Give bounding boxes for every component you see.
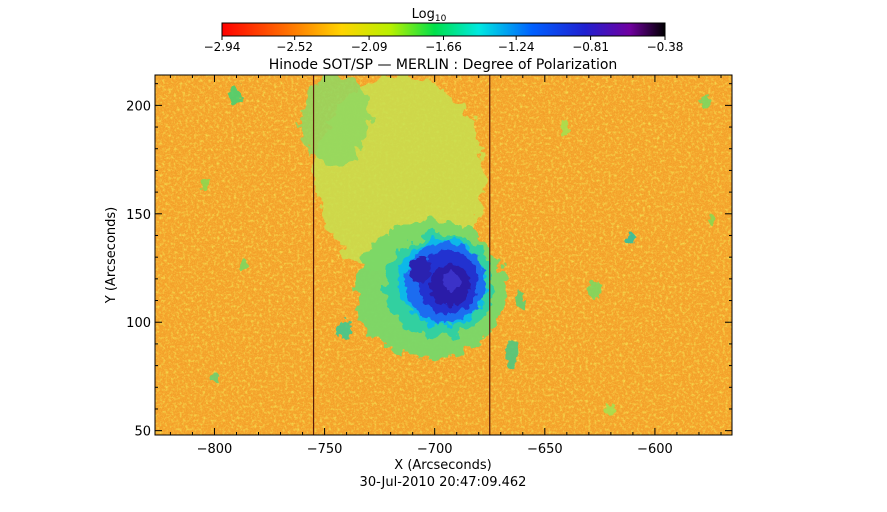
colorbar-ticks: −2.94 −2.52 −2.09 −1.66 −1.24 −0.81 −0.38	[204, 36, 684, 54]
y-tick-label: 200	[126, 99, 151, 114]
heatmap-image	[155, 75, 732, 435]
timestamp: 30-Jul-2010 20:47:09.462	[360, 475, 527, 490]
colorbar	[221, 22, 666, 37]
x-tick-label: −700	[417, 442, 453, 457]
colorbar-tick-label: −2.94	[204, 40, 241, 54]
colorbar-tick-label: −1.24	[498, 40, 535, 54]
x-tick-label: −800	[197, 442, 233, 457]
x-tick-label: −750	[307, 442, 343, 457]
x-axis-label: X (Arcseconds)	[394, 458, 491, 473]
y-axis: 50 100 150 200	[126, 83, 732, 440]
y-tick-label: 150	[126, 208, 151, 223]
colorbar-tick-label: −1.66	[425, 40, 462, 54]
colorbar-title: Log10	[412, 7, 447, 24]
plot-frame	[154, 74, 733, 436]
y-axis-label: Y (Arcseconds)	[104, 207, 119, 304]
colorbar-tick-label: −0.38	[647, 40, 684, 54]
colorbar-tick-label: −2.52	[276, 40, 313, 54]
x-tick-label: −600	[637, 442, 673, 457]
colorbar-tick-label: −2.09	[351, 40, 388, 54]
x-axis: −800 −750 −700 −650 −600	[169, 75, 722, 457]
y-tick-label: 50	[134, 425, 151, 440]
y-tick-label: 100	[126, 316, 151, 331]
x-tick-label: −650	[527, 442, 563, 457]
chart-title: Hinode SOT/SP — MERLIN : Degree of Polar…	[269, 57, 618, 73]
scan-seams	[312, 75, 491, 435]
colorbar-tick-label: −0.81	[572, 40, 609, 54]
